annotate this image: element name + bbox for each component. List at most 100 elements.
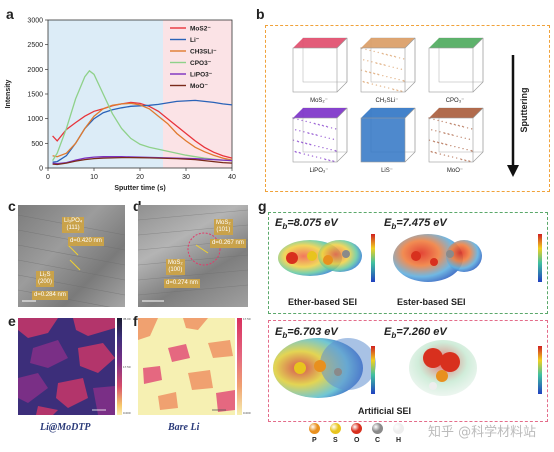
x-axis-label: Sputter time (s) — [114, 185, 165, 192]
cube-dot — [295, 129, 297, 131]
cube-dot — [439, 153, 442, 155]
sputtering-label: Sputtering — [519, 88, 529, 133]
cube-dot — [301, 119, 303, 122]
tem-image-c: Li₃PO₄ (111) d=0.420 nm Li₂S (200) d=0.284… — [18, 205, 125, 307]
tem-label-mos2-100: MoS₂ (100) — [166, 259, 185, 275]
colorbar-e-bot: 0.000 — [123, 411, 131, 415]
watermark: 知乎 @科学材料站 — [428, 425, 537, 440]
cube-dot — [377, 73, 380, 76]
cube-dot — [462, 126, 465, 128]
colorbar-f-bot: 0.000 — [243, 411, 251, 415]
colorbar-e — [117, 318, 122, 415]
cube-dot — [394, 77, 396, 80]
cube-dot — [437, 142, 440, 144]
cube-front-t2 — [428, 47, 474, 93]
cube-dot — [390, 76, 392, 79]
cube-dot — [460, 136, 462, 138]
cube-dot — [444, 132, 446, 135]
y-tick-label: 1000 — [27, 116, 43, 123]
cube-dot — [326, 147, 328, 150]
cube-dot — [470, 128, 473, 130]
y-tick-label: 1500 — [27, 92, 43, 99]
x-tick-label: 20 — [136, 174, 144, 181]
cube-dot — [329, 159, 331, 162]
cube-dot — [441, 143, 444, 145]
series-line-3 — [52, 69, 233, 162]
atom-c-label: C — [375, 437, 381, 444]
cube-label-b0: LiPO₃⁻ — [310, 168, 329, 174]
cube-dot — [297, 141, 300, 143]
atom-s-label: S — [333, 437, 338, 444]
cube-dot — [363, 59, 365, 61]
x-tick-label: 40 — [228, 174, 236, 181]
panel-g-top-frame — [268, 212, 548, 314]
cube-dot — [398, 78, 400, 81]
binding-energy-ester: Eb=7.475 eV — [384, 217, 447, 232]
cube-fill-b1 — [361, 118, 405, 162]
y-tick-label: 500 — [31, 141, 43, 148]
atom-h-sphere — [393, 423, 404, 434]
legend-label-4: LiPO3⁻ — [190, 72, 213, 79]
cube-dot — [375, 84, 378, 86]
cube-dot — [314, 123, 316, 125]
cube-dot — [452, 134, 454, 137]
cube-dot — [371, 61, 373, 63]
tem-label-mos2-101: MoS₂ (101) — [214, 219, 233, 235]
cube-dot — [383, 86, 386, 88]
cube-dot — [468, 138, 471, 140]
cube-dot — [458, 125, 461, 127]
cube-dot — [433, 141, 436, 143]
cube-dot — [305, 143, 308, 145]
cube-dot — [382, 53, 384, 55]
cube-dot — [335, 150, 337, 152]
panel-g-bottom-frame — [268, 320, 548, 422]
tem-d-spacing-2: d=0.284 nm — [32, 291, 68, 300]
caption-li-modtp: Li@MoDTP — [40, 422, 91, 433]
cube-dot — [466, 148, 468, 151]
panel-letter-f: f — [133, 313, 138, 329]
cube-dot — [301, 142, 304, 144]
x-tick-label: 0 — [46, 174, 50, 181]
cube-dot — [373, 73, 376, 75]
cube-dot — [367, 60, 369, 62]
cube-dot — [312, 133, 314, 136]
cube-edge — [336, 81, 348, 93]
cube-dot — [402, 58, 405, 60]
cube-dot — [392, 66, 394, 68]
cube-front-b0 — [292, 117, 338, 163]
colorbar-f-top: 17.50 — [243, 317, 251, 321]
colorbar-e-top: 35.00 — [123, 317, 131, 321]
cube-dot — [431, 129, 433, 131]
series-line-0 — [52, 101, 233, 159]
cube-dot — [398, 57, 401, 59]
cube-edge — [472, 37, 484, 49]
cube-label-t2: CPO₃⁻ — [446, 98, 465, 104]
cube-dot — [456, 135, 458, 137]
cube-dot — [435, 130, 437, 132]
y-tick-label: 0 — [39, 166, 43, 173]
cube-top-t2 — [429, 38, 483, 48]
cube-front-t1 — [360, 47, 406, 93]
cube-dot — [386, 54, 389, 56]
panel-letter-c: c — [8, 198, 16, 214]
y-tick-label: 3000 — [27, 18, 43, 25]
cube-front-b2 — [428, 117, 474, 163]
cube-dot — [318, 145, 320, 148]
cube-dot — [308, 132, 310, 135]
atom-o-sphere — [351, 423, 362, 434]
cube-dot — [324, 158, 327, 161]
cube-dot — [303, 131, 305, 133]
cube-dot — [367, 82, 369, 84]
cube-dot — [311, 155, 314, 157]
cube-dot — [435, 152, 437, 154]
cube-dot — [454, 145, 456, 148]
artificial-sei-label: Artificial SEI — [358, 406, 412, 416]
cube-dot — [441, 120, 443, 123]
series-line-5 — [52, 156, 233, 166]
cube-edge — [404, 81, 416, 93]
atom-s-sphere — [330, 423, 341, 434]
legend-label-1: Li⁻ — [190, 37, 200, 44]
caption-bare-li: Bare Li — [168, 422, 200, 433]
cube-front-t0 — [292, 47, 338, 93]
cube-dot — [319, 157, 322, 159]
